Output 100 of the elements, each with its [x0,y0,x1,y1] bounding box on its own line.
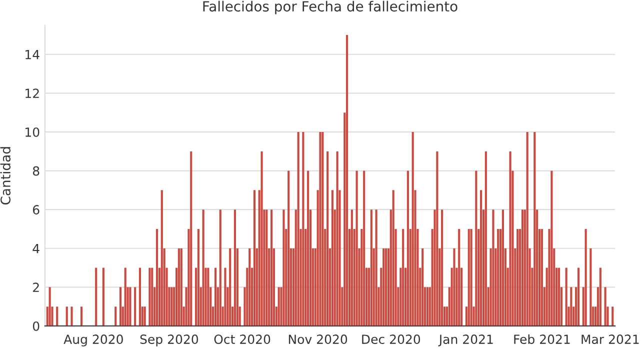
y-tick-label: 8 [32,166,40,176]
bar [151,268,154,326]
x-tick-label: Mar 2021 [582,334,639,344]
bar [66,306,68,326]
chart-title: Fallecidos por Fecha de fallecimiento [203,0,458,14]
bar [129,287,132,326]
bar [319,132,322,326]
bar [550,170,553,326]
bar [604,287,606,326]
bar [124,268,126,326]
bar [134,287,136,326]
x-tick-label: Feb 2021 [514,334,570,344]
bar [270,210,273,326]
bar [526,132,528,326]
y-tick-label: 2 [33,282,39,292]
bar [612,306,614,326]
bar [422,248,424,326]
bar [458,228,460,326]
bar [516,228,519,326]
bar [426,287,428,326]
bar [534,132,536,326]
bar [160,190,163,326]
bar [207,268,210,326]
bar [436,151,438,326]
bar [370,210,372,326]
bar [570,287,572,326]
x-tick-label: Dec 2020 [362,334,420,344]
bar [219,210,222,326]
bar [350,210,353,326]
bar [260,151,263,326]
bar [392,190,394,326]
bar [509,151,512,326]
bar [178,248,180,326]
bar [346,34,348,326]
bar [375,210,378,326]
y-tick-label: 12 [26,88,39,98]
bar [297,132,300,326]
bar [521,210,524,326]
y-tick-label: 0 [32,321,40,331]
bar [70,306,73,326]
bar [382,248,385,326]
bar [412,132,414,326]
bar [148,268,151,326]
bar [384,248,388,326]
bar [253,190,256,326]
bar [197,228,200,326]
bar [331,190,334,326]
bar [119,287,122,326]
bar [475,170,478,326]
bar [558,268,560,326]
bar [565,268,568,326]
bar [48,287,51,326]
y-axis-title: Cantidad [0,147,11,205]
bar [502,210,504,326]
bar [282,210,285,326]
bar [497,228,500,326]
bar [470,228,472,326]
bar [56,306,58,326]
bar [180,248,182,326]
x-tick-label: Nov 2020 [288,334,348,344]
bar [114,306,117,326]
bar [278,287,280,326]
bar [224,268,226,326]
bar [406,170,409,326]
bar [229,248,232,326]
bar [363,170,366,326]
bar [102,268,104,326]
bar [480,190,482,326]
bar [441,210,444,326]
bar [170,287,173,326]
bar [453,248,456,326]
bar [590,248,592,326]
bar [484,151,487,326]
x-tick-label: Oct 2020 [214,334,270,344]
bar [144,306,146,326]
bar [80,306,83,326]
bar [288,170,290,326]
x-tick-label: Aug 2020 [64,334,123,346]
y-tick-label: 14 [26,50,40,60]
bar [234,210,236,326]
bar [95,268,98,326]
bar [190,151,192,326]
y-tick-label: 10 [26,127,40,137]
x-tick-label: Jan 2021 [438,334,493,346]
bar [138,268,141,326]
bar [202,210,204,326]
bar [266,210,268,326]
bar [468,228,470,326]
x-tick-label: Sep 2020 [140,334,198,346]
bar [302,132,304,326]
bar [156,228,158,326]
bar [492,210,494,326]
bar [540,228,543,326]
bar [356,170,358,326]
bar [248,248,251,326]
y-tick-label: 6 [33,205,40,215]
bar [307,170,310,326]
bar [402,228,404,326]
bar [336,151,338,326]
bar [599,268,602,326]
